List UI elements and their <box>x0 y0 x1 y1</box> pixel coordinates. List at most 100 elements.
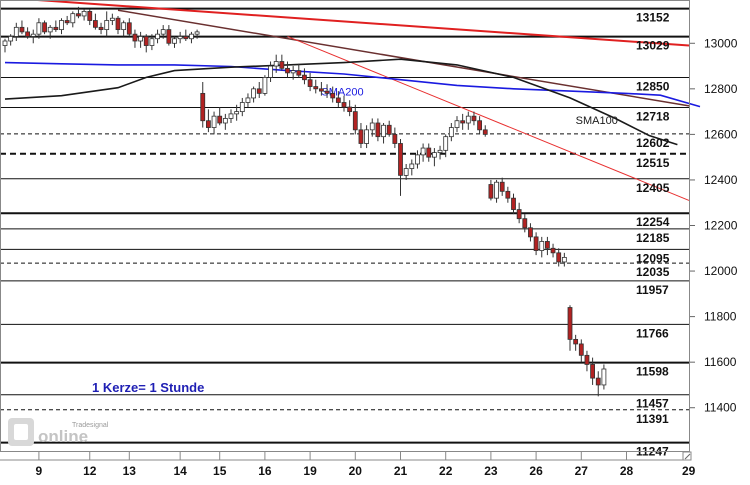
x-tick-label: 15 <box>213 464 227 478</box>
candle <box>256 82 262 98</box>
x-tick-label: 20 <box>349 464 363 478</box>
candle-body-down <box>567 307 573 340</box>
candle <box>550 243 556 258</box>
candle-body-up <box>59 20 64 31</box>
candle-body-down <box>578 343 584 356</box>
candle-body-up <box>561 256 567 263</box>
candle-body-down <box>482 129 488 135</box>
candle-body-down <box>166 29 172 44</box>
candle <box>460 113 466 130</box>
resize-corner-icon[interactable] <box>682 451 692 461</box>
candle <box>53 20 59 32</box>
level-label-11766: 11766 <box>636 326 669 340</box>
candle <box>584 350 590 372</box>
candle <box>330 86 336 103</box>
candle <box>431 148 437 167</box>
candle <box>200 82 206 128</box>
candle <box>477 116 483 135</box>
ma-line-sma100 <box>4 58 678 146</box>
y-tick-label: 11400 <box>704 401 737 415</box>
candle <box>194 29 200 39</box>
candle <box>189 31 194 44</box>
candle-body-up <box>194 31 200 35</box>
candle <box>578 339 584 363</box>
candle <box>335 91 341 108</box>
candle-body-down <box>279 61 285 69</box>
candle <box>132 29 138 48</box>
candles <box>2 6 607 397</box>
ma-line-sma200 <box>4 61 701 108</box>
candle-body-down <box>341 102 347 108</box>
candle <box>595 371 601 397</box>
candle <box>19 20 25 35</box>
candle-body-up <box>155 33 160 40</box>
candle-body-down <box>556 252 562 263</box>
candle-body-down <box>347 106 353 113</box>
candle-body-down <box>64 20 70 24</box>
y-tick-label: 12600 <box>704 127 738 141</box>
candle-body-up <box>81 10 87 17</box>
candle-body-down <box>573 338 579 345</box>
candle-body-down <box>516 209 522 220</box>
candle <box>347 100 353 117</box>
x-tick-label: 9 <box>36 464 43 478</box>
candle <box>358 123 364 149</box>
candle-body-up <box>262 77 268 94</box>
x-tick-label: 21 <box>394 464 408 478</box>
candle <box>155 29 160 44</box>
level-label-12515: 12515 <box>636 156 670 170</box>
trendline-upper-resistance <box>23 0 690 47</box>
level-labels: 13152 13029 12850 12718 12602 12515 12405 12254… <box>636 11 670 459</box>
y-tick-label: 11600 <box>704 355 737 369</box>
candle <box>573 334 579 351</box>
x-tick-label: 14 <box>173 464 187 478</box>
candle-body-down <box>285 67 290 74</box>
y-tick-label: 12000 <box>704 264 738 278</box>
candle <box>268 61 273 82</box>
candle-body-up <box>539 241 545 251</box>
plot-frame <box>0 0 690 452</box>
candle <box>352 104 358 135</box>
candle-body-up <box>109 17 115 21</box>
candle <box>539 236 545 258</box>
logo-square-inner-icon <box>14 424 28 440</box>
level-label-12095: 12095 <box>636 251 670 265</box>
candle <box>590 357 595 385</box>
candle-body-up <box>454 120 460 128</box>
ma-label-sma100: SMA100 <box>576 115 618 127</box>
candle <box>302 68 307 85</box>
candle-body-up <box>36 22 42 35</box>
candle <box>81 9 87 21</box>
candle <box>2 38 8 53</box>
y-tick-label: 13000 <box>704 36 738 50</box>
candle <box>556 248 562 267</box>
tradesignal-logo: online Tradesignal <box>8 418 109 446</box>
x-tick-label: 12 <box>83 464 97 478</box>
candle-body-up <box>30 33 36 37</box>
candle-body-up <box>121 22 127 31</box>
x-tick-label: 28 <box>620 464 634 478</box>
candle <box>183 29 189 41</box>
candle <box>522 214 528 233</box>
candle-body-up <box>228 113 234 119</box>
candle-body-up <box>364 129 370 144</box>
candle <box>279 54 285 71</box>
candle <box>420 143 426 162</box>
candle <box>234 104 240 121</box>
candle-body-down <box>584 354 590 365</box>
trendline-falling-resistance <box>117 9 690 107</box>
candle <box>505 186 511 203</box>
level-label-13152: 13152 <box>636 11 670 25</box>
candle-body-down <box>93 20 98 28</box>
candle <box>205 109 211 133</box>
level-label-11457: 11457 <box>636 397 669 411</box>
candle-body-up <box>172 38 177 44</box>
candle <box>115 15 121 35</box>
candle-body-down <box>545 241 550 249</box>
candle-body-up <box>8 36 14 42</box>
candle <box>511 193 516 215</box>
candle-body-down <box>115 17 121 31</box>
candle-body-up <box>420 147 426 156</box>
y-tick-label: 12200 <box>704 219 738 233</box>
